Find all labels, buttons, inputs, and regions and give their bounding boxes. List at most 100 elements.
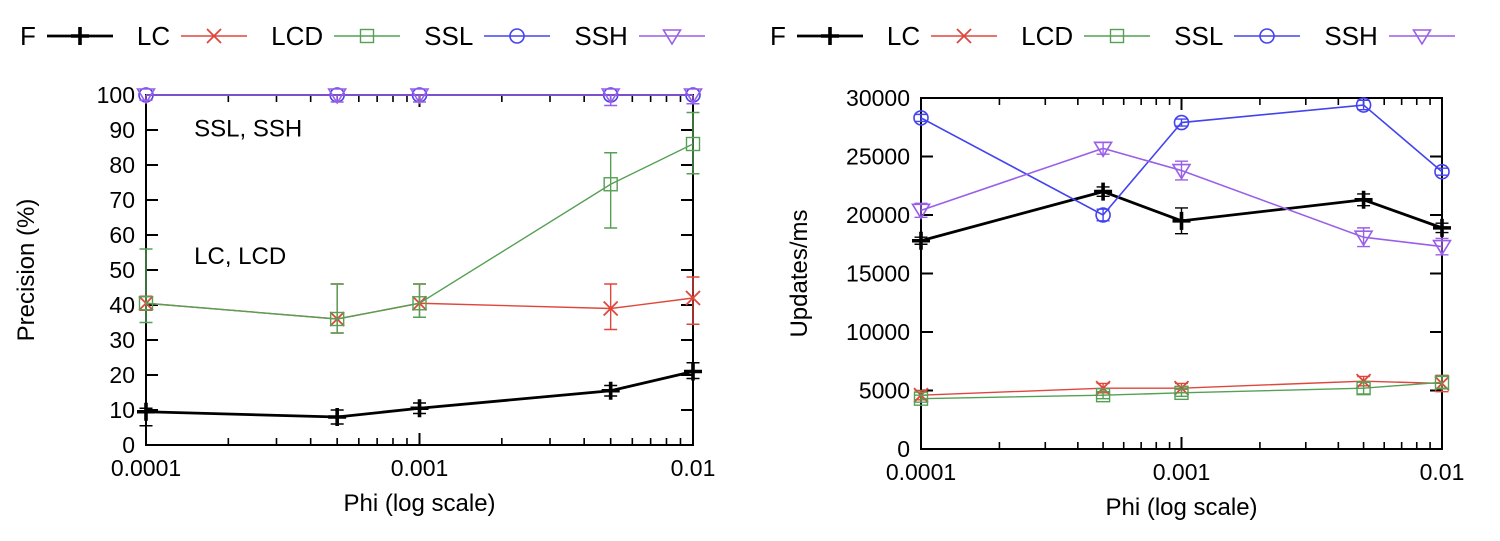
y-tick-label: 90 bbox=[109, 117, 135, 143]
legend-item-SSH: SSH bbox=[1324, 21, 1455, 51]
legend-item-SSL: SSL bbox=[1174, 21, 1301, 51]
precision-panel: F LC LCD SSL SSH bbox=[0, 14, 750, 517]
marker-LCD bbox=[685, 136, 701, 152]
marker-LCD bbox=[329, 311, 345, 327]
error-bar-LCD bbox=[413, 283, 426, 318]
legend-label-F: F bbox=[770, 21, 786, 51]
updates-legend: F LC LCD SSL SSH bbox=[750, 14, 1500, 58]
y-tick-label: 5000 bbox=[859, 378, 910, 404]
legend-item-LC: LC bbox=[886, 21, 998, 51]
marker-SSH bbox=[1093, 141, 1114, 158]
marker-SSL bbox=[1173, 114, 1190, 131]
marker-SSL bbox=[1095, 207, 1111, 223]
marker-SSH bbox=[1432, 239, 1452, 257]
legend-marker-LCD bbox=[359, 28, 375, 44]
marker-SSL bbox=[1434, 163, 1450, 180]
marker-SSH bbox=[911, 203, 931, 220]
x-tick-label: 0.01 bbox=[671, 455, 716, 481]
x-axis-label: Phi (log scale) bbox=[1105, 494, 1257, 521]
legend-label-LCD: LCD bbox=[1021, 21, 1074, 51]
updates-panel: F LC LCD SSL SSH bbox=[750, 0, 1500, 541]
y-tick-label: 10 bbox=[109, 397, 135, 423]
marker-LCD bbox=[1356, 380, 1371, 396]
marker-F bbox=[1172, 211, 1191, 230]
x-tick-label: 0.0001 bbox=[886, 459, 956, 485]
legend-label-SSL: SSL bbox=[1174, 21, 1224, 51]
legend-sample-LCD bbox=[334, 28, 401, 44]
marker-F bbox=[601, 381, 620, 400]
marker-LCD bbox=[1174, 385, 1189, 401]
y-tick-label: 0 bbox=[122, 432, 135, 458]
y-tick-label: 10000 bbox=[846, 319, 910, 345]
y-tick-label: 20000 bbox=[846, 202, 910, 228]
legend-sample-LC bbox=[931, 28, 998, 44]
error-bar-LCD bbox=[686, 111, 700, 175]
marker-F bbox=[1354, 190, 1373, 209]
marker-F bbox=[1433, 218, 1451, 237]
legend-marker-LCD bbox=[1109, 28, 1125, 44]
marker-SSH bbox=[136, 88, 156, 105]
legend-marker-F bbox=[820, 27, 839, 45]
marker-F bbox=[1094, 182, 1113, 201]
series-line-SSL bbox=[920, 104, 1443, 217]
y-tick-label: 80 bbox=[109, 152, 135, 178]
y-tick-label: 30 bbox=[109, 327, 135, 353]
marker-F bbox=[328, 408, 347, 426]
legend-sample-SSL bbox=[1234, 28, 1301, 44]
legend-marker-SSH bbox=[1411, 29, 1432, 46]
legend-sample-LC bbox=[181, 28, 248, 44]
error-bar-LCD bbox=[139, 248, 153, 324]
marker-F bbox=[137, 402, 155, 421]
marker-SSH bbox=[683, 88, 703, 105]
marker-SSH bbox=[409, 88, 430, 105]
updates-chart: 0.0001 0.001 0.01 0 5000 10000 15000 20000 25000… bbox=[786, 85, 1465, 521]
marker-LCD bbox=[1095, 387, 1111, 403]
x-tick-label: 0.001 bbox=[391, 455, 449, 481]
y-tick-label: 40 bbox=[109, 292, 135, 318]
legend-sample-SSH bbox=[1388, 29, 1455, 46]
x-tick-label: 0.01 bbox=[1420, 459, 1465, 485]
error-bar-LC bbox=[686, 276, 700, 325]
y-tick-label: 100 bbox=[97, 82, 135, 108]
legend-label-LC: LC bbox=[886, 21, 921, 51]
marker-SSH bbox=[1171, 163, 1192, 181]
marker-F bbox=[410, 399, 429, 418]
marker-SSH bbox=[600, 88, 621, 105]
marker-LCD bbox=[603, 177, 618, 192]
x-tick-label: 0.001 bbox=[1153, 459, 1211, 485]
legend-item-SSH: SSH bbox=[574, 21, 705, 51]
legend-sample-F bbox=[796, 27, 863, 45]
legend-label-SSH: SSH bbox=[574, 21, 628, 51]
legend-marker-LC bbox=[206, 28, 222, 44]
precision-chart: 0.0001 0.001 0.01 0 10 20 30 40 50 60 70 80 90 100 Phi… bbox=[13, 82, 716, 517]
legend-item-SSL: SSL bbox=[424, 23, 551, 49]
plot-annotation: LC, LCD bbox=[194, 243, 286, 270]
legend-marker-SSL bbox=[509, 28, 526, 44]
legend-item-LCD: LCD bbox=[1021, 21, 1151, 51]
error-bar-LC bbox=[604, 283, 618, 331]
legend-item-F: F bbox=[20, 23, 113, 49]
legend-label-LCD: LCD bbox=[271, 21, 324, 51]
legend-marker-F bbox=[70, 27, 89, 45]
legend-marker-SSH bbox=[661, 29, 682, 46]
marker-SSL bbox=[913, 110, 929, 126]
legend-label-SSH: SSH bbox=[1324, 21, 1378, 51]
legend-item-LCD: LCD bbox=[271, 21, 401, 51]
series-line-LCD bbox=[920, 381, 1443, 400]
y-tick-label: 25000 bbox=[846, 144, 910, 170]
legend-sample-F bbox=[46, 27, 113, 45]
y-axis-label: Updates/ms bbox=[786, 209, 813, 337]
legend-label-LC: LC bbox=[136, 21, 171, 51]
series-line-SSH bbox=[920, 147, 1443, 248]
legend-marker-LC bbox=[956, 28, 972, 44]
legend-item-F: F bbox=[770, 23, 863, 49]
marker-LCD bbox=[138, 296, 154, 311]
marker-F bbox=[684, 362, 702, 381]
x-tick-label: 0.0001 bbox=[111, 455, 181, 481]
y-tick-label: 0 bbox=[897, 436, 910, 462]
marker-LCD bbox=[412, 296, 427, 311]
marker-SSH bbox=[327, 88, 348, 105]
legend-item-LC: LC bbox=[136, 21, 248, 51]
marker-LC bbox=[603, 300, 619, 317]
precision-legend: F LC LCD SSL SSH bbox=[0, 14, 750, 58]
